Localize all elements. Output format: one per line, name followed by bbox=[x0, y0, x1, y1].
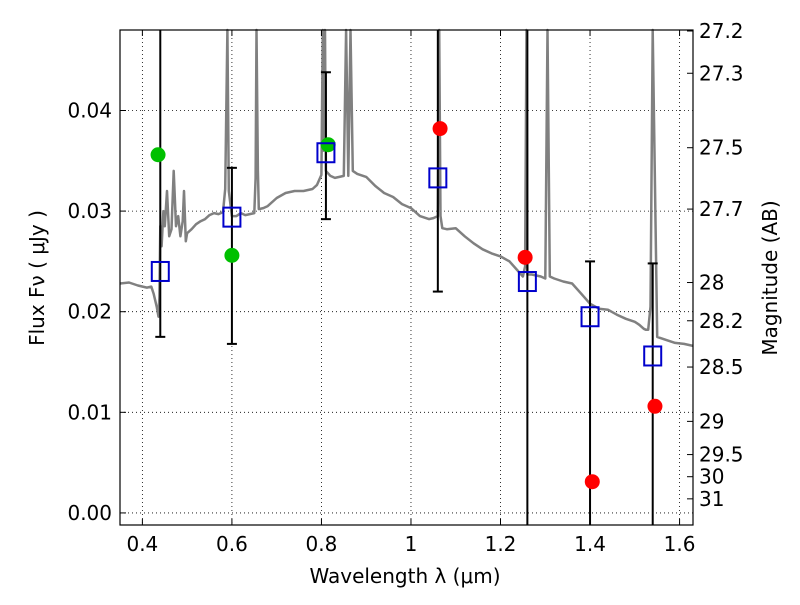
plot-data bbox=[119, 28, 694, 525]
x-tick-label: 1.2 bbox=[485, 532, 517, 556]
data-point-circle bbox=[647, 398, 663, 414]
y-axis-label: Flux Fν ( μJy ) bbox=[25, 210, 49, 346]
data-point-square bbox=[222, 206, 242, 228]
y-tick-label: 0.04 bbox=[67, 98, 112, 122]
magnitude-tick-label: 27.7 bbox=[699, 197, 744, 221]
y-tick-label: 0.02 bbox=[67, 300, 112, 324]
data-point-square bbox=[517, 271, 537, 293]
right-axis-label: Magnitude (AB) bbox=[758, 200, 782, 355]
magnitude-tick-label: 27.2 bbox=[699, 19, 744, 43]
data-point-square bbox=[580, 306, 600, 328]
data-point-square bbox=[428, 167, 448, 189]
data-point-circle bbox=[584, 474, 600, 490]
data-point-circle bbox=[517, 249, 533, 265]
y-tick-label: 0.01 bbox=[67, 400, 112, 424]
data-point-circle bbox=[224, 247, 240, 263]
magnitude-tick-label: 28 bbox=[699, 271, 724, 295]
data-point-circle bbox=[432, 121, 448, 137]
y-tick-label: 0.00 bbox=[67, 501, 112, 525]
x-tick-label: 1.6 bbox=[664, 532, 696, 556]
y-tick-label: 0.03 bbox=[67, 199, 112, 223]
data-point-square bbox=[643, 345, 663, 367]
data-point-circle bbox=[320, 137, 336, 153]
magnitude-tick-label: 28.2 bbox=[699, 309, 744, 333]
x-tick-label: 0.6 bbox=[216, 532, 248, 556]
data-point-square bbox=[150, 260, 170, 282]
plot-frame bbox=[119, 29, 694, 526]
template-spectrum-line bbox=[119, 28, 694, 348]
x-tick-label: 1.4 bbox=[574, 532, 606, 556]
data-point-square bbox=[316, 142, 336, 164]
x-tick-label: 0.8 bbox=[306, 532, 338, 556]
x-tick-label: 1 bbox=[405, 532, 418, 556]
magnitude-tick-label: 30 bbox=[699, 465, 724, 489]
magnitude-tick-label: 29 bbox=[699, 409, 724, 433]
x-axis-label: Wavelength λ (μm) bbox=[309, 564, 500, 588]
magnitude-tick-label: 29.5 bbox=[699, 443, 744, 467]
magnitude-tick-label: 27.5 bbox=[699, 136, 744, 160]
magnitude-tick-label: 27.3 bbox=[699, 61, 744, 85]
magnitude-tick-label: 31 bbox=[699, 487, 724, 511]
magnitude-tick-label: 28.5 bbox=[699, 355, 744, 379]
data-point-circle bbox=[150, 147, 166, 163]
axes: 0.4 0.6 0.8 1 1.2 1.4 1.6 0.00 0.01 0.02 0.03 0.04 2… bbox=[67, 19, 743, 556]
x-tick-label: 0.4 bbox=[126, 532, 158, 556]
